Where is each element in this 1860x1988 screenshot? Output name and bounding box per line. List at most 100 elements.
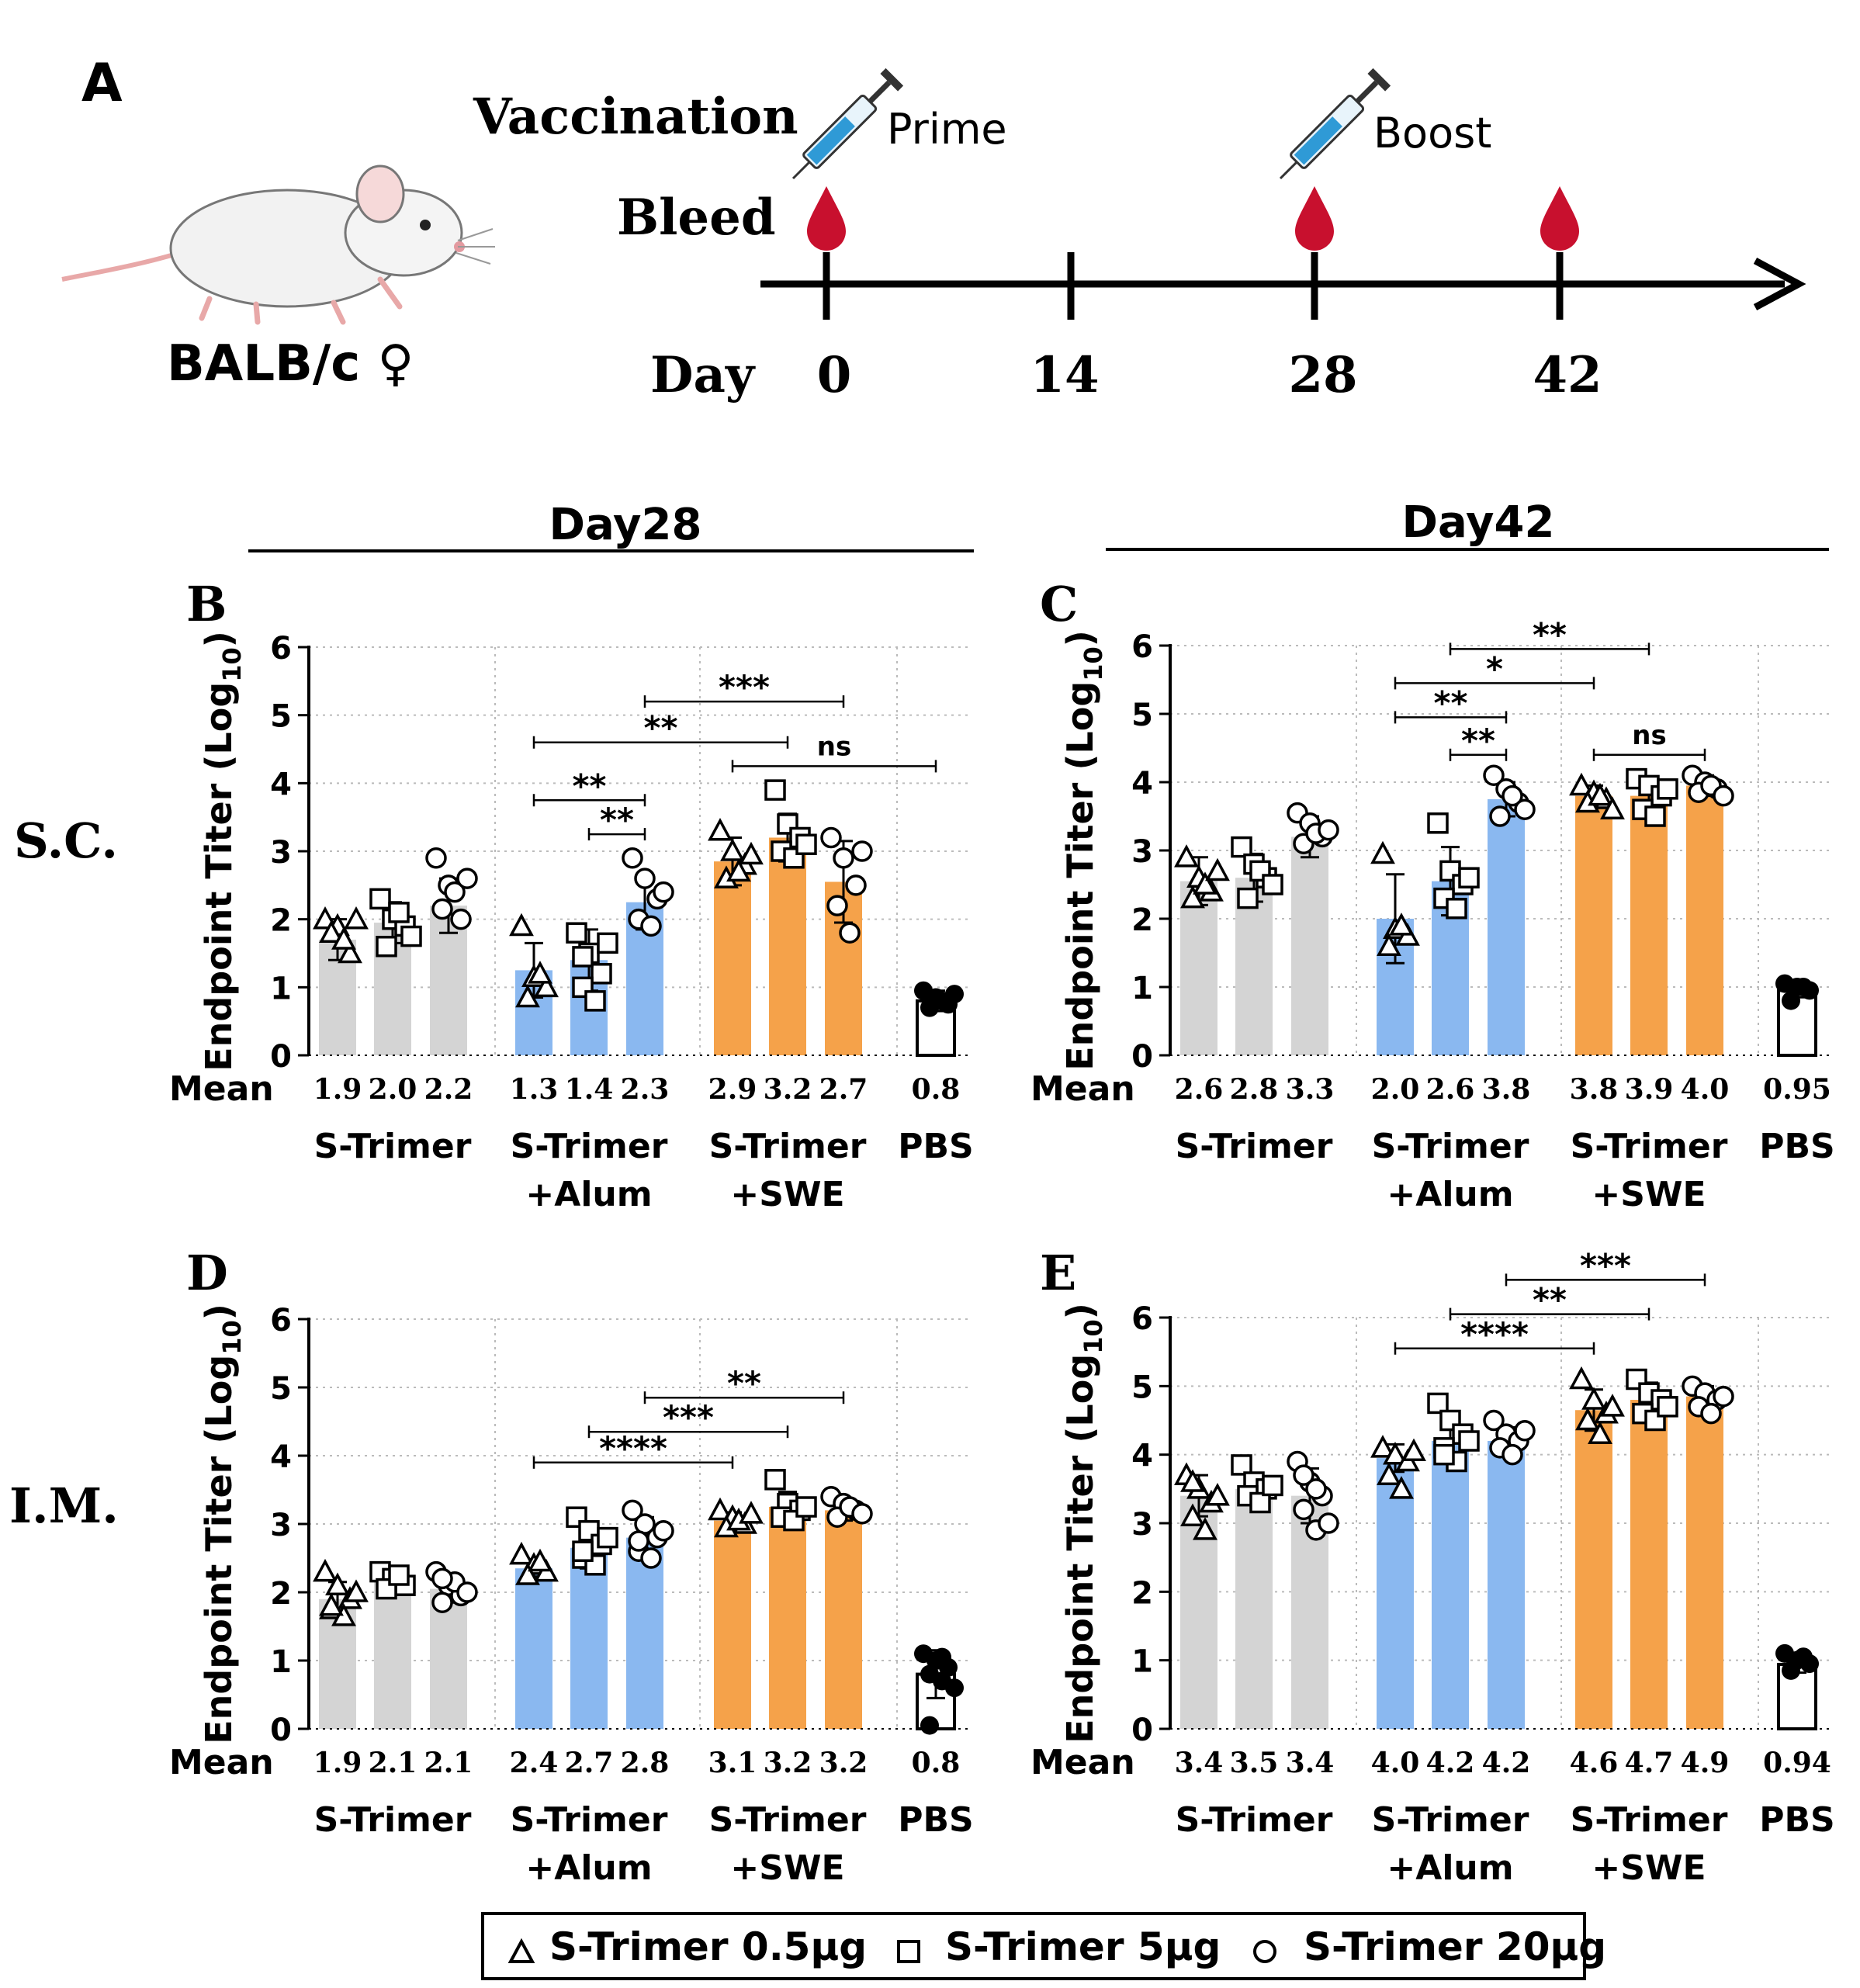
- significance-label: **: [573, 767, 607, 805]
- data-point-triangle: [319, 920, 344, 943]
- y-tick-label: 2: [1131, 902, 1153, 938]
- group-label: S-Trimer: [1372, 1127, 1529, 1166]
- data-point-square: [1657, 1396, 1678, 1418]
- data-point-square: [1231, 836, 1252, 858]
- data-point-triangle: [1588, 782, 1612, 806]
- significance-label: ****: [599, 1429, 667, 1467]
- bar: [1630, 1400, 1668, 1729]
- data-point-triangle: [528, 1548, 552, 1572]
- mean-value-label: 2.8: [621, 1747, 670, 1779]
- data-point-circle: [1305, 1478, 1327, 1500]
- bar: [825, 1510, 862, 1729]
- data-point-triangle: [708, 1497, 733, 1521]
- group-label: PBS: [1759, 1800, 1834, 1840]
- bar: [1630, 795, 1668, 1055]
- data-point-triangle: [1193, 871, 1217, 895]
- bar: [769, 837, 806, 1055]
- group-label: +SWE: [730, 1175, 844, 1214]
- legend-label-5ug: S-Trimer 5μg: [945, 1924, 1221, 1969]
- panel-a: A BALB/c ♀ Vaccination Bleed Day Prime: [61, 53, 1806, 404]
- data-point-square: [1427, 812, 1449, 834]
- y-axis-title-close: ): [198, 631, 240, 647]
- data-point-circle: [653, 1520, 674, 1542]
- data-point-square: [597, 1526, 618, 1549]
- data-point-square: [1433, 1443, 1455, 1466]
- y-tick-label: 1: [1131, 971, 1153, 1006]
- y-tick-label: 3: [1131, 1507, 1153, 1543]
- data-point-circle: [622, 1499, 643, 1522]
- row-label-vaccination: Vaccination: [473, 88, 798, 146]
- mean-value-label: 0.95: [1763, 1073, 1831, 1106]
- bar: [714, 861, 751, 1055]
- group-label: S-Trimer: [511, 1127, 668, 1166]
- mean-value-label: 4.2: [1482, 1747, 1531, 1779]
- mean-value-label: 1.4: [565, 1073, 614, 1106]
- y-axis-title-main: Endpoint Titer (Log: [198, 682, 240, 1072]
- data-point-triangle: [344, 1579, 369, 1602]
- group-label: PBS: [898, 1127, 973, 1166]
- blood-drop-icon: [1540, 186, 1579, 251]
- data-point-circle: [833, 847, 854, 869]
- data-point-circle: [826, 895, 848, 916]
- bar: [515, 1568, 552, 1729]
- panel-letter: C: [1040, 576, 1078, 632]
- data-point-triangle: [528, 961, 552, 984]
- legend-square-marker: [897, 1940, 920, 1963]
- blood-drop-icon: [807, 186, 846, 251]
- data-point-circle: [1293, 1464, 1314, 1486]
- mean-value-label: 4.0: [1371, 1747, 1420, 1779]
- mean-value-label: 2.1: [424, 1747, 473, 1779]
- data-point-square: [572, 1540, 594, 1562]
- mean-value-label: 2.6: [1175, 1073, 1224, 1106]
- y-axis-title: Endpoint Titer (Log10): [1059, 630, 1108, 1071]
- significance-label: ns: [817, 731, 851, 762]
- data-point-circle: [450, 908, 472, 930]
- bar: [374, 1581, 411, 1729]
- significance-label: **: [600, 801, 634, 839]
- data-point-triangle: [1174, 844, 1199, 868]
- significance-label: ***: [719, 668, 770, 706]
- legend-label-0.5ug: S-Trimer 0.5μg: [549, 1924, 867, 1969]
- data-point-triangle: [708, 818, 733, 841]
- bar: [1432, 1441, 1469, 1729]
- y-axis-title-close: ): [1059, 1303, 1101, 1319]
- group-label: +SWE: [1592, 1175, 1706, 1214]
- significance-label: ***: [1580, 1246, 1631, 1284]
- data-point-triangle: [1389, 913, 1414, 936]
- data-point-square: [591, 963, 612, 985]
- y-tick-label: 5: [1131, 1370, 1153, 1405]
- group-label: S-Trimer: [1176, 1800, 1333, 1840]
- y-axis-title-sub: 10: [1079, 1319, 1108, 1354]
- data-point-circle: [1700, 1402, 1722, 1425]
- mean-value-label: 2.9: [708, 1073, 757, 1106]
- data-point-triangle: [1569, 772, 1594, 796]
- bar: [1575, 1410, 1612, 1729]
- legend-circle-marker: [1253, 1940, 1276, 1963]
- bar: [1488, 1441, 1525, 1729]
- mean-value-label: 3.8: [1570, 1073, 1619, 1106]
- data-point-square: [1231, 1454, 1252, 1476]
- mean-value-label: 3.9: [1625, 1073, 1674, 1106]
- mean-value-label: 4.0: [1681, 1073, 1730, 1106]
- data-point-square: [1657, 778, 1678, 800]
- y-axis-title-main: Endpoint Titer (Log: [1059, 681, 1101, 1071]
- y-tick-label: 4: [1131, 766, 1153, 802]
- syringe-icon: [791, 68, 904, 180]
- data-point-square: [1446, 898, 1467, 920]
- group-label: +SWE: [730, 1848, 844, 1888]
- header-day28: Day28: [549, 500, 702, 550]
- data-point-circle: [1713, 1385, 1734, 1408]
- y-tick-label: 6: [270, 631, 292, 667]
- mean-value-label: 3.4: [1175, 1747, 1224, 1779]
- mean-value-label: 3.4: [1286, 1747, 1335, 1779]
- data-point-triangle: [1370, 1435, 1395, 1458]
- data-point-circle: [1514, 798, 1536, 820]
- y-tick-label: 1: [270, 1644, 292, 1680]
- y-axis-title-main: Endpoint Titer (Log: [198, 1355, 240, 1744]
- y-axis-title: Endpoint Titer (Log10): [198, 1304, 247, 1744]
- mean-value-label: 2.3: [621, 1073, 670, 1106]
- mean-value-label: 1.9: [313, 1747, 362, 1779]
- y-tick-label: 3: [270, 835, 292, 871]
- data-point-circle: [640, 915, 662, 937]
